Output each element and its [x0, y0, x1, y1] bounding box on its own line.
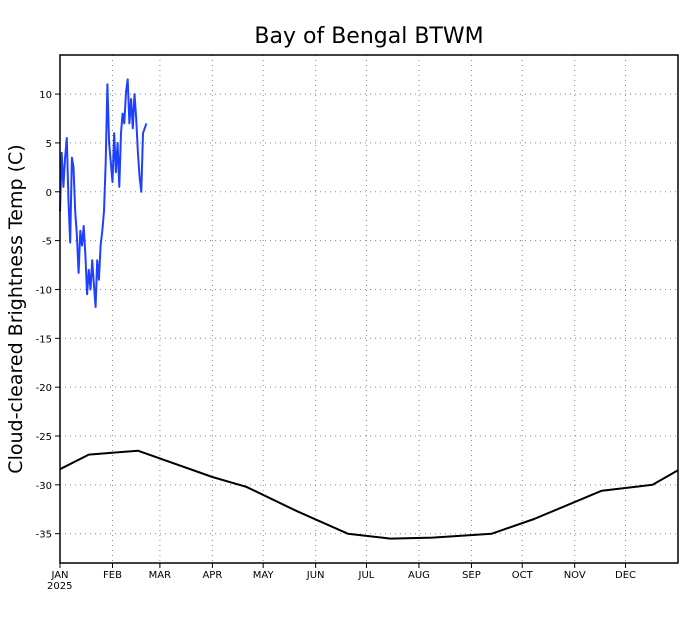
y-tick-label: -15	[36, 334, 52, 345]
x-tick-label: MAY	[253, 570, 275, 581]
grid	[60, 55, 678, 563]
y-tick-label: -30	[36, 481, 52, 492]
plot-frame	[59, 54, 679, 564]
x-tick-label: FEB	[103, 570, 122, 581]
y-tick-label: 0	[46, 188, 52, 199]
x-tick-label: DEC	[615, 570, 636, 581]
chart-title: Bay of Bengal BTWM	[254, 24, 483, 49]
x-axis: JAN FEB MAR APR MAY JUN JUL AUG SEP OCT NOV DEC	[50, 563, 636, 581]
y-tick-label: -10	[36, 285, 52, 296]
x-tick-label: SEP	[462, 570, 481, 581]
y-tick-label: 5	[46, 139, 52, 150]
x-tick-label: JAN	[50, 570, 68, 581]
x-tick-label: JUL	[358, 570, 375, 581]
y-tick-label: -5	[42, 237, 52, 248]
series-line-1	[59, 449, 679, 540]
series-line-0	[59, 78, 148, 308]
x-tick-label: AUG	[408, 570, 430, 581]
y-axis-label: Cloud-cleared Brightness Temp (C)	[5, 144, 27, 473]
series-layer	[59, 78, 679, 540]
y-tick-label: -20	[36, 383, 52, 394]
x-axis-year-label: 2025	[47, 581, 72, 592]
x-tick-label: JUN	[306, 570, 325, 581]
y-tick-label: -25	[36, 432, 52, 443]
x-tick-label: MAR	[149, 570, 171, 581]
x-tick-label: NOV	[564, 570, 586, 581]
y-axis: -35 -30 -25 -20 -15 -10 -5 0 5 10	[36, 90, 60, 541]
y-tick-label: -35	[36, 530, 52, 541]
y-tick-label: 10	[39, 90, 52, 101]
x-tick-label: APR	[202, 570, 222, 581]
x-tick-label: OCT	[512, 570, 534, 581]
